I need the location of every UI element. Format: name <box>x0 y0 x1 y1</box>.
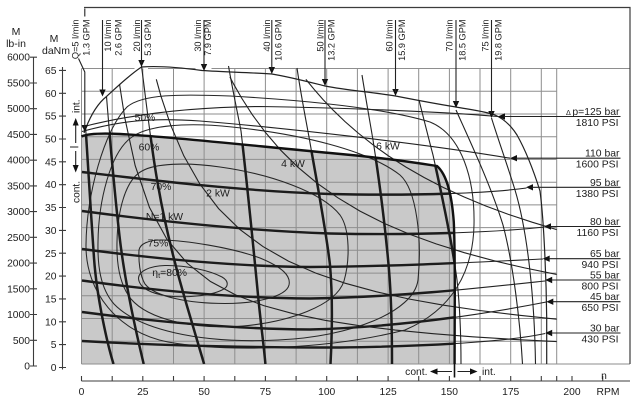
svg-text:4 kW: 4 kW <box>281 159 305 170</box>
svg-text:int.: int. <box>482 367 496 378</box>
svg-text:25: 25 <box>45 249 57 260</box>
svg-text:45 bar: 45 bar <box>590 292 620 303</box>
svg-text:100: 100 <box>318 387 335 398</box>
svg-text:70%: 70% <box>151 182 172 193</box>
svg-text:75%: 75% <box>148 239 169 250</box>
svg-text:50: 50 <box>45 135 57 146</box>
svg-text:1380 PSI: 1380 PSI <box>576 189 619 200</box>
svg-text:1500: 1500 <box>7 284 30 295</box>
svg-text:65 bar: 65 bar <box>590 249 620 260</box>
svg-text:2500: 2500 <box>7 233 30 244</box>
svg-text:200: 200 <box>563 387 580 398</box>
svg-text:500: 500 <box>13 336 30 347</box>
svg-text:800 PSI: 800 PSI <box>582 282 619 293</box>
svg-text:10.6 GPM: 10.6 GPM <box>273 20 283 61</box>
svg-text:Q=5 l/min: Q=5 l/min <box>71 20 81 60</box>
svg-text:60: 60 <box>45 89 57 100</box>
svg-text:150: 150 <box>441 387 458 398</box>
svg-text:30 bar: 30 bar <box>590 324 620 335</box>
svg-text:19.8 GPM: 19.8 GPM <box>493 20 503 61</box>
svg-text:4500: 4500 <box>7 130 30 141</box>
svg-text:430 PSI: 430 PSI <box>582 335 619 346</box>
svg-text:650 PSI: 650 PSI <box>582 303 619 314</box>
svg-text:1.3 GPM: 1.3 GPM <box>81 20 91 56</box>
svg-text:2.6 GPM: 2.6 GPM <box>114 20 124 56</box>
svg-text:60%: 60% <box>139 143 160 154</box>
svg-text:5.3 GPM: 5.3 GPM <box>143 20 153 56</box>
svg-text:15: 15 <box>45 294 57 305</box>
svg-text:95 bar: 95 bar <box>590 178 620 189</box>
svg-text:55 bar: 55 bar <box>590 271 620 282</box>
svg-text:4000: 4000 <box>7 156 30 167</box>
svg-text:75: 75 <box>260 387 272 398</box>
svg-text:3000: 3000 <box>7 207 30 218</box>
svg-text:N=1 kW: N=1 kW <box>146 212 183 223</box>
svg-text:70 l/min: 70 l/min <box>445 20 455 52</box>
svg-text:30: 30 <box>45 226 57 237</box>
svg-text:940 PSI: 940 PSI <box>582 260 619 271</box>
svg-text:50%: 50% <box>135 113 156 124</box>
svg-text:lb-in: lb-in <box>6 38 26 50</box>
svg-text:M: M <box>12 26 21 38</box>
svg-text:125: 125 <box>380 387 397 398</box>
svg-text:60 l/min: 60 l/min <box>385 20 395 52</box>
svg-text:0: 0 <box>51 363 57 374</box>
svg-text:18.5 GPM: 18.5 GPM <box>458 20 468 61</box>
svg-text:80 bar: 80 bar <box>590 217 620 228</box>
svg-text:40: 40 <box>45 180 57 191</box>
svg-text:Δ p=125 bar: Δ p=125 bar <box>566 107 620 118</box>
svg-text:55: 55 <box>45 112 57 123</box>
svg-text:1810 PSI: 1810 PSI <box>576 118 619 129</box>
svg-text:6000: 6000 <box>7 53 30 64</box>
svg-text:1000: 1000 <box>7 310 30 321</box>
svg-text:10 l/min: 10 l/min <box>103 20 113 52</box>
svg-text:13.2 GPM: 13.2 GPM <box>327 20 337 61</box>
svg-text:110 bar: 110 bar <box>585 149 620 160</box>
svg-text:1600 PSI: 1600 PSI <box>576 160 619 171</box>
svg-text:RPM: RPM <box>597 387 620 398</box>
svg-text:25: 25 <box>137 387 149 398</box>
svg-text:2 kW: 2 kW <box>206 189 230 200</box>
svg-text:0: 0 <box>24 362 30 373</box>
svg-text:ηt=80%: ηt=80% <box>152 268 187 280</box>
svg-text:3500: 3500 <box>7 181 30 192</box>
svg-text:n: n <box>601 371 607 382</box>
svg-text:20 l/min: 20 l/min <box>132 20 142 52</box>
svg-text:15.9 GPM: 15.9 GPM <box>397 20 407 61</box>
svg-text:0: 0 <box>79 387 85 398</box>
svg-text:35: 35 <box>45 203 57 214</box>
svg-text:5000: 5000 <box>7 104 30 115</box>
svg-text:65: 65 <box>45 66 57 77</box>
svg-text:5: 5 <box>51 340 57 351</box>
svg-text:2000: 2000 <box>7 259 30 270</box>
svg-text:cont.: cont. <box>405 367 427 378</box>
svg-text:20: 20 <box>45 272 57 283</box>
svg-text:1160 PSI: 1160 PSI <box>577 228 619 239</box>
svg-text:40 l/min: 40 l/min <box>262 20 272 52</box>
svg-text:daNm: daNm <box>42 45 70 57</box>
svg-text:10: 10 <box>45 317 57 328</box>
svg-text:175: 175 <box>502 387 519 398</box>
svg-text:5500: 5500 <box>7 79 30 90</box>
svg-text:45: 45 <box>45 157 57 168</box>
svg-text:50: 50 <box>198 387 210 398</box>
svg-text:75 l/min: 75 l/min <box>481 20 491 52</box>
svg-text:int.: int. <box>72 99 83 113</box>
svg-text:6 kW: 6 kW <box>376 142 400 153</box>
svg-text:50 l/min: 50 l/min <box>316 20 326 52</box>
svg-text:M: M <box>50 33 59 45</box>
svg-text:cont.: cont. <box>72 181 83 203</box>
svg-text:7.9 GPM: 7.9 GPM <box>203 20 213 56</box>
svg-text:30 l/min: 30 l/min <box>193 20 203 52</box>
